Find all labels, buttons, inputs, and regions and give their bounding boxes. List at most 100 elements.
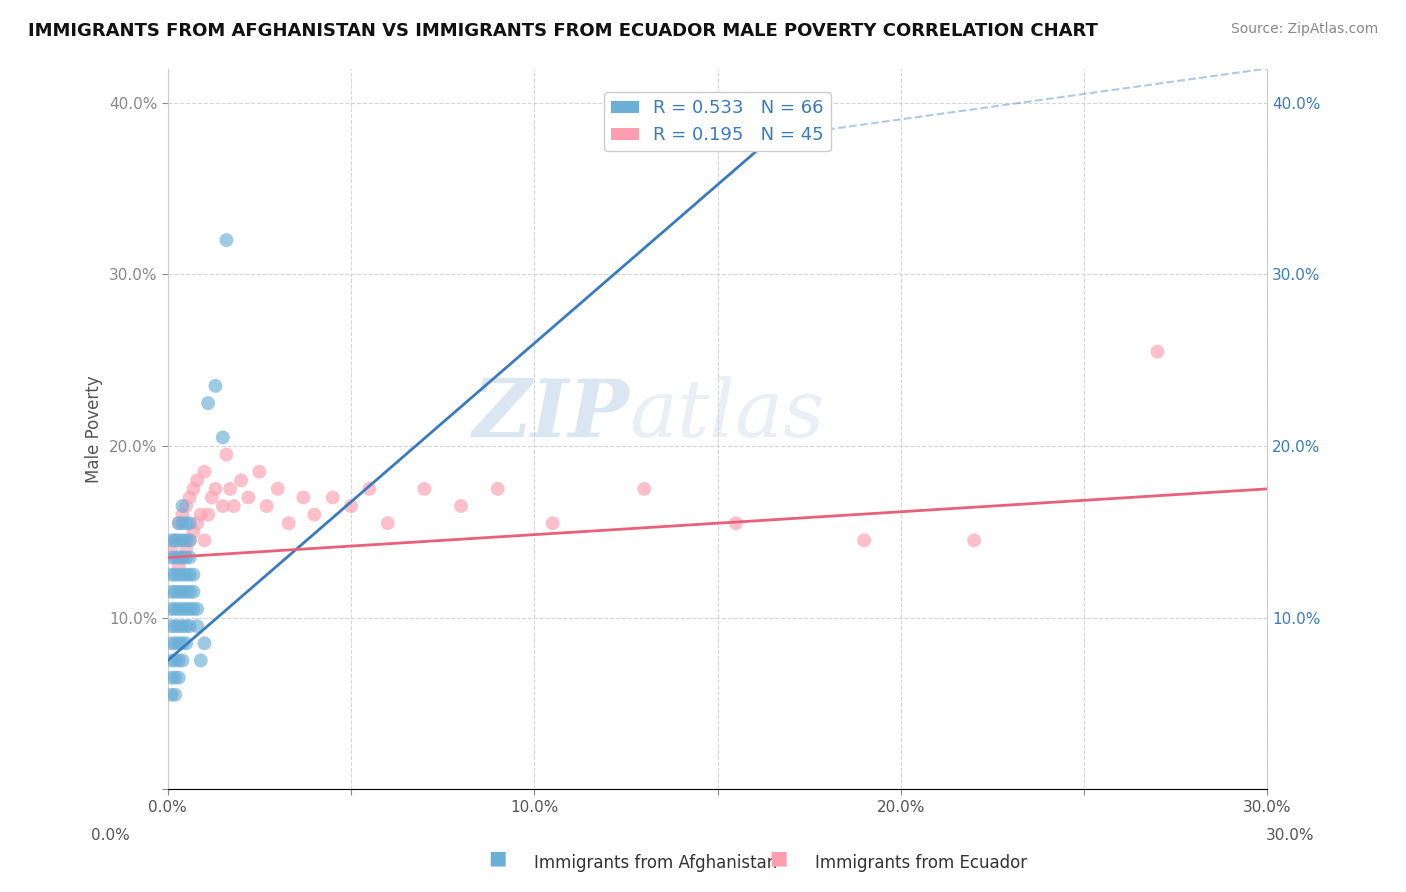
Point bbox=[193, 465, 215, 479]
Point bbox=[167, 636, 190, 650]
Point bbox=[197, 396, 219, 410]
Point bbox=[190, 508, 212, 522]
Point bbox=[165, 636, 187, 650]
Point bbox=[204, 379, 226, 393]
Point bbox=[174, 602, 197, 616]
Point bbox=[853, 533, 876, 548]
Point bbox=[172, 584, 194, 599]
Point bbox=[322, 491, 344, 505]
Point bbox=[179, 550, 201, 565]
Point bbox=[486, 482, 509, 496]
Point bbox=[267, 482, 290, 496]
Point bbox=[183, 584, 205, 599]
Point bbox=[160, 653, 183, 667]
Point bbox=[222, 499, 245, 513]
Point bbox=[183, 482, 205, 496]
Point bbox=[165, 688, 187, 702]
Point bbox=[193, 636, 215, 650]
Point bbox=[167, 550, 190, 565]
Point bbox=[256, 499, 278, 513]
Point bbox=[179, 533, 201, 548]
Point bbox=[174, 619, 197, 633]
Point bbox=[172, 550, 194, 565]
Point bbox=[186, 473, 208, 487]
Point bbox=[186, 619, 208, 633]
Point bbox=[160, 541, 183, 556]
Point bbox=[165, 602, 187, 616]
Point bbox=[292, 491, 315, 505]
Text: ZIP: ZIP bbox=[472, 376, 630, 453]
Point bbox=[277, 516, 299, 531]
Point bbox=[160, 619, 183, 633]
Text: Immigrants from Ecuador: Immigrants from Ecuador bbox=[815, 855, 1028, 872]
Point bbox=[165, 653, 187, 667]
Point bbox=[193, 533, 215, 548]
Point bbox=[179, 567, 201, 582]
Point bbox=[179, 602, 201, 616]
Point bbox=[167, 653, 190, 667]
Point bbox=[724, 516, 747, 531]
Text: ■: ■ bbox=[488, 849, 506, 868]
Point bbox=[450, 499, 472, 513]
Point bbox=[160, 567, 183, 582]
Legend: R = 0.533   N = 66, R = 0.195   N = 45: R = 0.533 N = 66, R = 0.195 N = 45 bbox=[605, 92, 831, 152]
Point bbox=[179, 516, 201, 531]
Point bbox=[219, 482, 242, 496]
Point bbox=[359, 482, 381, 496]
Text: IMMIGRANTS FROM AFGHANISTAN VS IMMIGRANTS FROM ECUADOR MALE POVERTY CORRELATION : IMMIGRANTS FROM AFGHANISTAN VS IMMIGRANT… bbox=[28, 22, 1098, 40]
Point bbox=[197, 508, 219, 522]
Point bbox=[160, 602, 183, 616]
Point bbox=[183, 602, 205, 616]
Point bbox=[247, 465, 270, 479]
Point bbox=[160, 550, 183, 565]
Point bbox=[160, 671, 183, 685]
Point bbox=[172, 636, 194, 650]
Point bbox=[167, 619, 190, 633]
Point bbox=[633, 482, 655, 496]
Point bbox=[167, 516, 190, 531]
Text: 30.0%: 30.0% bbox=[1267, 828, 1315, 843]
Text: Source: ZipAtlas.com: Source: ZipAtlas.com bbox=[1230, 22, 1378, 37]
Point bbox=[165, 533, 187, 548]
Point bbox=[215, 448, 238, 462]
Point bbox=[186, 516, 208, 531]
Point bbox=[215, 233, 238, 247]
Point bbox=[174, 550, 197, 565]
Point bbox=[172, 567, 194, 582]
Point bbox=[340, 499, 363, 513]
Text: Immigrants from Afghanistan: Immigrants from Afghanistan bbox=[534, 855, 778, 872]
Point bbox=[172, 653, 194, 667]
Point bbox=[167, 567, 190, 582]
Point bbox=[172, 550, 194, 565]
Point bbox=[174, 541, 197, 556]
Point bbox=[190, 653, 212, 667]
Point bbox=[179, 491, 201, 505]
Text: 0.0%: 0.0% bbox=[91, 828, 131, 843]
Point bbox=[377, 516, 399, 531]
Point bbox=[238, 491, 260, 505]
Point bbox=[413, 482, 436, 496]
Point bbox=[204, 482, 226, 496]
Point bbox=[183, 567, 205, 582]
Point bbox=[165, 584, 187, 599]
Point bbox=[167, 584, 190, 599]
Point bbox=[172, 499, 194, 513]
Point bbox=[229, 473, 252, 487]
Point bbox=[167, 533, 190, 548]
Point bbox=[167, 602, 190, 616]
Point bbox=[172, 508, 194, 522]
Point bbox=[172, 516, 194, 531]
Point bbox=[165, 671, 187, 685]
Point bbox=[165, 550, 187, 565]
Point bbox=[304, 508, 326, 522]
Point bbox=[174, 533, 197, 548]
Point bbox=[174, 636, 197, 650]
Point bbox=[1146, 344, 1168, 359]
Point bbox=[541, 516, 564, 531]
Point bbox=[172, 602, 194, 616]
Point bbox=[179, 619, 201, 633]
Point bbox=[160, 688, 183, 702]
Point bbox=[165, 619, 187, 633]
Point bbox=[172, 533, 194, 548]
Point bbox=[172, 619, 194, 633]
